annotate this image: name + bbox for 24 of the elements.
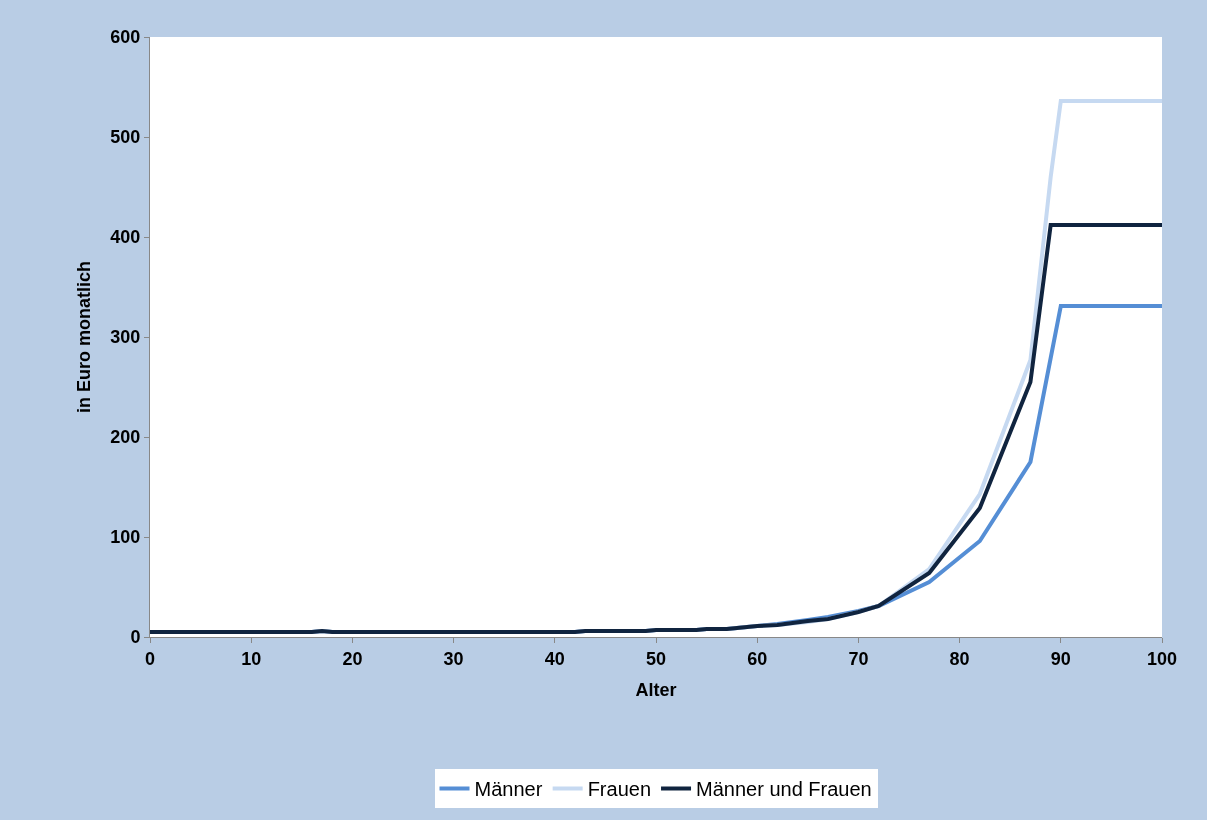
x-tick-label: 80 xyxy=(949,648,970,669)
y-tick-label: 400 xyxy=(110,227,141,248)
legend-label: Männer xyxy=(474,778,543,801)
x-axis-title: Alter xyxy=(635,679,677,700)
y-axis-title: in Euro monatlich xyxy=(73,260,94,414)
legend-label: Frauen xyxy=(587,778,652,801)
x-tick-label: 40 xyxy=(544,648,565,669)
x-tick-label: 60 xyxy=(747,648,768,669)
x-tick-label: 90 xyxy=(1050,648,1071,669)
y-tick-label: 0 xyxy=(130,627,141,648)
y-tick-label: 100 xyxy=(110,527,141,548)
x-tick-label: 100 xyxy=(1146,648,1178,669)
legend-label: Männer und Frauen xyxy=(696,778,872,801)
x-tick-label: 50 xyxy=(645,648,667,669)
y-tick-label: 200 xyxy=(110,427,141,448)
y-tick-label: 500 xyxy=(110,127,141,148)
x-tick-label: 10 xyxy=(241,648,262,669)
x-tick-label: 20 xyxy=(342,648,363,669)
y-tick-label: 300 xyxy=(110,327,141,348)
x-tick-label: 30 xyxy=(443,648,464,669)
y-tick-label: 600 xyxy=(110,27,141,48)
line-series xyxy=(150,223,1162,634)
x-tick-label: 70 xyxy=(848,648,869,669)
x-tick-label: 0 xyxy=(144,648,156,669)
